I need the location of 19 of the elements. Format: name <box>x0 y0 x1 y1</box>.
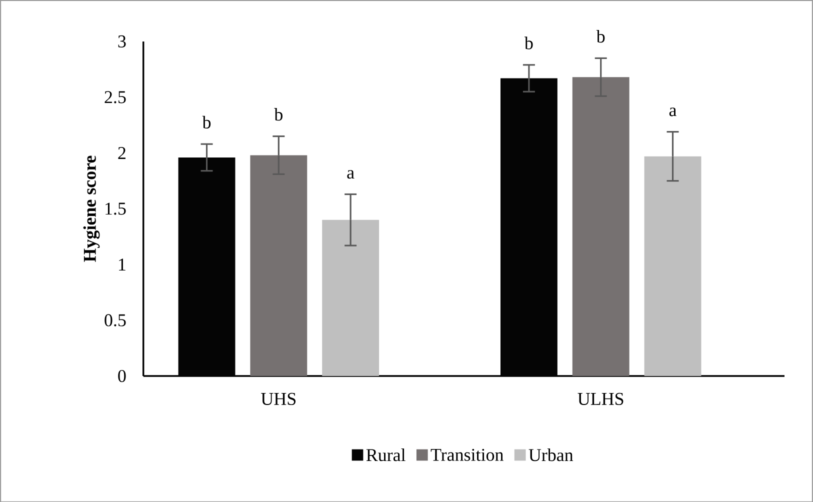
y-tick-label: 2 <box>118 146 126 159</box>
data-label: b <box>202 116 211 128</box>
y-tick-label: 1 <box>119 258 126 270</box>
x-tick-label: ULHS <box>578 392 624 405</box>
data-label: b <box>596 30 605 42</box>
data-label: b <box>524 36 533 50</box>
data-label: a <box>347 170 354 178</box>
y-tick-label: 0 <box>118 370 126 382</box>
legend-label: Urban <box>528 448 574 461</box>
legend-label: Transition <box>430 448 504 461</box>
legend-label: Rural <box>366 448 406 461</box>
y-tick-label: 0.5 <box>104 314 126 326</box>
data-label: b <box>274 108 282 120</box>
y-tick-label: 1.5 <box>106 202 126 215</box>
data-label: a <box>669 107 676 116</box>
y-axis-title: Hygiene score <box>83 156 100 262</box>
y-tick-label: 3 <box>118 35 126 48</box>
x-tick-label: UHS <box>261 392 296 405</box>
y-tick-label: 2.5 <box>104 90 126 104</box>
